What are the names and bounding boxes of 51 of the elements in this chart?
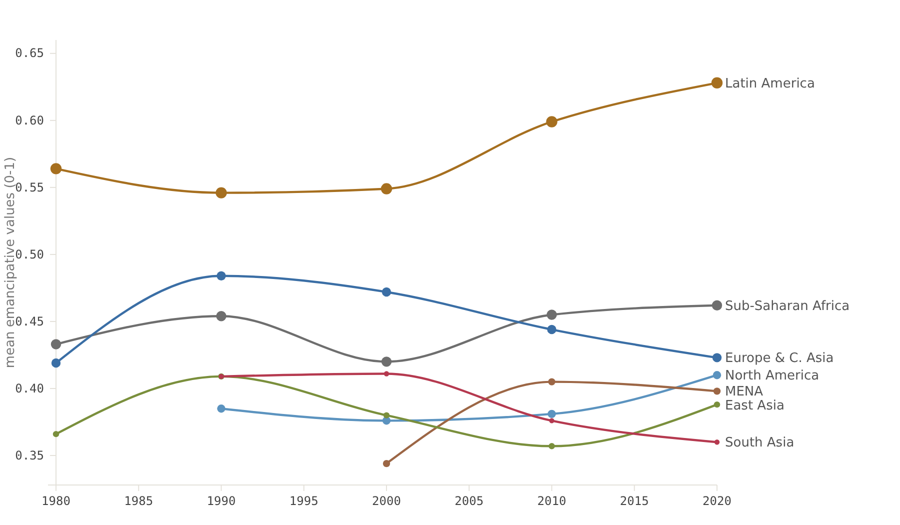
y-tick-label: 0.65: [15, 46, 44, 60]
point: [381, 356, 392, 367]
x-tick-label: 1985: [124, 494, 154, 508]
point: [548, 378, 556, 386]
x-tick-label: 2020: [702, 494, 732, 508]
point: [216, 311, 226, 322]
y-tick-label: 0.35: [15, 448, 44, 462]
series-label: East Asia: [725, 398, 784, 414]
point: [546, 310, 557, 320]
point: [50, 339, 62, 350]
series-label: South Asia: [725, 436, 794, 451]
point: [380, 183, 392, 194]
x-tick-label: 2005: [454, 494, 484, 508]
point: [50, 163, 62, 174]
y-tick-label: 0.55: [15, 180, 44, 194]
point: [384, 371, 390, 376]
point: [52, 430, 60, 438]
point: [548, 443, 555, 450]
x-tick-label: 1990: [206, 494, 236, 508]
series-label: Europe & C. Asia: [725, 351, 834, 366]
series-label: MENA: [725, 384, 764, 400]
point: [216, 271, 226, 281]
point: [714, 440, 720, 445]
x-tick-label: 1995: [289, 494, 318, 508]
y-tick-label: 0.60: [15, 113, 44, 128]
point: [714, 401, 720, 408]
y-tick-label: 0.45: [15, 314, 44, 328]
point: [216, 187, 227, 198]
series-label: Latin America: [725, 76, 815, 92]
x-tick-label: 2015: [620, 494, 649, 508]
point: [548, 410, 556, 418]
point: [217, 404, 226, 413]
x-tick-label: 1980: [42, 494, 70, 508]
point: [713, 388, 721, 395]
point: [547, 324, 556, 334]
point: [382, 287, 392, 297]
point: [382, 460, 390, 468]
point: [711, 77, 723, 88]
point: [549, 418, 554, 424]
point: [712, 300, 722, 310]
y-tick-label: 0.40: [15, 381, 44, 396]
point: [383, 412, 390, 418]
series-label: North America: [725, 368, 820, 384]
point: [546, 116, 558, 128]
point: [712, 370, 722, 380]
x-tick-label: 2000: [372, 494, 401, 508]
point: [712, 353, 722, 362]
point: [51, 358, 61, 368]
series-label: Sub-Saharan Africa: [725, 298, 850, 314]
x-tick-label: 2010: [537, 494, 566, 508]
y-tick-label: 0.50: [15, 247, 44, 262]
